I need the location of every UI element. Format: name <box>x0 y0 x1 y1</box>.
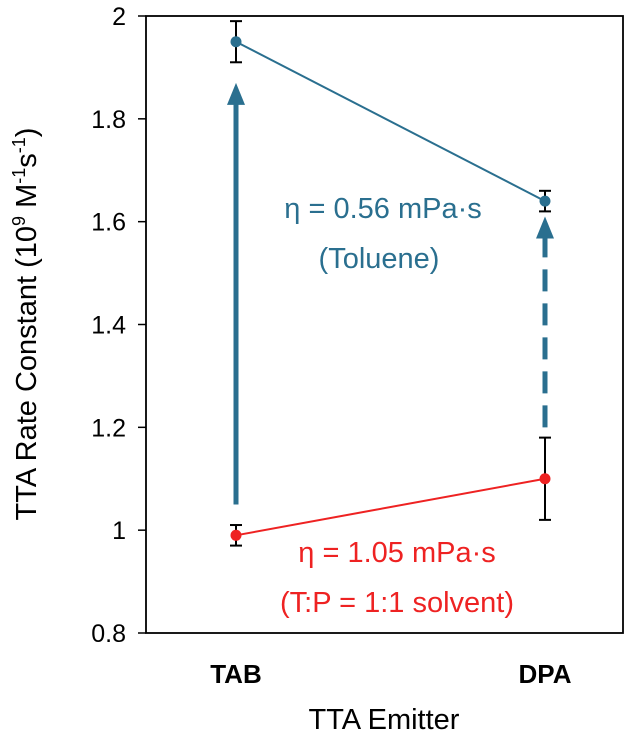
data-point <box>230 529 242 541</box>
data-point <box>230 36 242 48</box>
series-0 <box>230 20 551 213</box>
y-tick-label: 1.8 <box>91 106 126 134</box>
series-line <box>235 477 546 537</box>
y-axis-title-mid: M <box>11 184 43 216</box>
series-1 <box>230 436 551 547</box>
y-axis-title-exp3: -1 <box>9 137 29 153</box>
y-axis: 0.8 1 1.2 1.4 1.6 1.8 2 <box>91 3 146 648</box>
series-layer <box>230 20 551 547</box>
annotation-0-line-0: η = 0.56 mPa·s <box>284 193 481 225</box>
arrows <box>227 82 554 505</box>
data-point <box>539 473 551 485</box>
series-line <box>235 40 546 202</box>
y-tick-label: 1 <box>112 517 126 545</box>
data-point <box>539 195 551 207</box>
x-category-label: DPA <box>519 659 572 689</box>
arrow-head <box>227 82 245 105</box>
y-axis-title-mid2: s <box>11 153 43 168</box>
x-axis-title: TTA Emitter <box>309 704 460 736</box>
arrow-dpa <box>536 216 554 428</box>
x-category-label: TAB <box>210 659 262 689</box>
annotation-1-line-0: η = 1.05 mPa·s <box>298 537 495 569</box>
y-tick-label: 1.6 <box>91 209 126 237</box>
y-tick-label: 2 <box>112 3 126 31</box>
y-axis-title-main: TTA Rate Constant (10 <box>11 226 43 520</box>
y-axis-title-end: ) <box>11 128 43 138</box>
arrow-tab <box>227 82 245 505</box>
y-axis-title-exp2: -1 <box>9 168 29 184</box>
y-axis-title: TTA Rate Constant (109 M-1s-1) <box>9 128 43 521</box>
arrow-head <box>536 216 554 239</box>
y-axis-title-exp1: 9 <box>9 216 29 226</box>
annotation-1-line-1: (T:P = 1:1 solvent) <box>280 587 514 619</box>
y-tick-label: 1.4 <box>91 312 126 340</box>
y-tick-label: 0.8 <box>91 620 126 648</box>
annotation-0-line-1: (Toluene) <box>319 243 440 275</box>
y-tick-label: 1.2 <box>91 414 126 442</box>
annotations: η = 0.56 mPa·s (Toluene) η = 1.05 mPa·s (T:… <box>280 193 514 619</box>
x-axis: TAB DPA <box>210 659 571 689</box>
